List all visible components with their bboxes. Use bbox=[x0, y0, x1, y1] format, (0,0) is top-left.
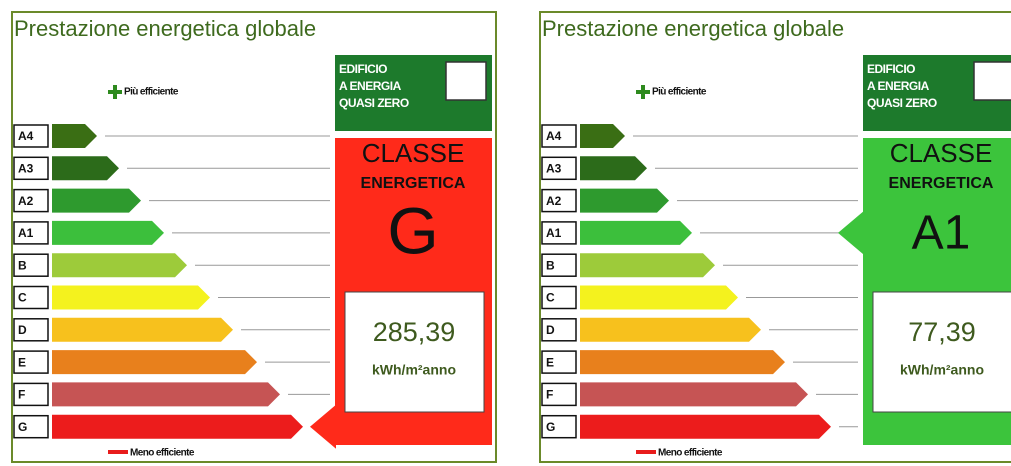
class-arrow bbox=[580, 350, 785, 375]
class-arrow bbox=[52, 414, 303, 439]
class-arrow bbox=[580, 188, 669, 213]
class-label: D bbox=[18, 323, 27, 337]
panel-title: Prestazione energetica globale bbox=[14, 16, 316, 41]
bottom-dash bbox=[108, 450, 128, 454]
energy-value: 285,39 bbox=[373, 317, 456, 347]
class-indicator bbox=[838, 210, 864, 255]
class-label-box bbox=[13, 156, 49, 181]
class-arrow bbox=[52, 317, 233, 342]
class-label-box bbox=[13, 350, 49, 374]
class-label-box bbox=[13, 285, 49, 310]
energy-unit: kWh/m²anno bbox=[372, 362, 456, 378]
class-label: A4 bbox=[546, 129, 562, 143]
class-label: E bbox=[18, 355, 26, 369]
class-heading: CLASSE bbox=[890, 138, 993, 168]
nzeb-text: A ENERGIA bbox=[339, 79, 402, 93]
class-label: A1 bbox=[546, 226, 562, 240]
nzeb-text: QUASI ZERO bbox=[339, 96, 409, 110]
class-label: F bbox=[18, 388, 25, 402]
energy-value: 77,39 bbox=[908, 317, 976, 347]
class-arrow bbox=[52, 156, 119, 181]
nzeb-checkbox bbox=[973, 61, 1011, 101]
top-label: Più efficiente bbox=[124, 87, 179, 98]
energy-unit: kWh/m²anno bbox=[900, 362, 984, 378]
class-heading: ENERGETICA bbox=[889, 175, 994, 192]
class-arrow bbox=[52, 285, 210, 310]
class-label: F bbox=[546, 388, 553, 402]
class-value: G bbox=[387, 193, 438, 267]
class-label-box bbox=[13, 221, 49, 245]
class-label-box bbox=[541, 221, 577, 245]
class-arrow bbox=[52, 124, 97, 148]
class-arrow bbox=[580, 220, 692, 245]
class-label: D bbox=[546, 323, 555, 337]
class-label-box bbox=[541, 350, 577, 374]
class-arrow bbox=[580, 156, 647, 181]
bottom-dash bbox=[636, 450, 656, 454]
class-label: E bbox=[546, 355, 554, 369]
class-label: A2 bbox=[546, 194, 562, 208]
class-arrow bbox=[580, 382, 808, 407]
class-label-box bbox=[541, 188, 577, 213]
class-label: A3 bbox=[18, 161, 34, 175]
nzeb-checkbox bbox=[445, 61, 487, 101]
class-label: C bbox=[546, 291, 555, 305]
class-arrow bbox=[580, 317, 761, 342]
class-value: A1 bbox=[912, 207, 971, 260]
class-label-box bbox=[13, 124, 49, 148]
class-label: A4 bbox=[18, 129, 34, 143]
nzeb-text: A ENERGIA bbox=[867, 79, 930, 93]
class-label-box bbox=[13, 414, 49, 439]
class-arrow bbox=[580, 253, 715, 278]
nzeb-text: EDIFICIO bbox=[339, 62, 387, 76]
bottom-label: Meno efficiente bbox=[130, 448, 195, 459]
class-label: G bbox=[546, 420, 555, 434]
energy-label: Prestazione energetica globale EDIFICIO A … bbox=[11, 11, 497, 463]
class-label: C bbox=[18, 291, 27, 305]
class-label: G bbox=[18, 420, 27, 434]
bottom-label: Meno efficiente bbox=[658, 448, 723, 459]
class-label-box bbox=[541, 318, 577, 342]
class-arrow bbox=[52, 253, 187, 278]
value-box bbox=[344, 291, 485, 413]
class-label-box bbox=[541, 382, 577, 407]
class-heading: CLASSE bbox=[362, 138, 465, 168]
class-label: A2 bbox=[18, 194, 34, 208]
class-label-box bbox=[13, 382, 49, 407]
energy-label: Prestazione energetica globale EDIFICIO A … bbox=[539, 11, 1011, 463]
class-label-box bbox=[541, 253, 577, 277]
class-arrow bbox=[580, 285, 738, 310]
class-arrow bbox=[580, 414, 831, 439]
nzeb-text: EDIFICIO bbox=[867, 62, 915, 76]
class-label-box bbox=[541, 285, 577, 310]
class-arrow bbox=[52, 382, 280, 407]
class-label-box bbox=[13, 188, 49, 213]
top-label: Più efficiente bbox=[652, 87, 707, 98]
class-label-box bbox=[541, 414, 577, 439]
class-arrow bbox=[52, 350, 257, 375]
class-label-box bbox=[13, 253, 49, 277]
class-label: A3 bbox=[546, 161, 562, 175]
class-label-box bbox=[541, 124, 577, 148]
panel-title: Prestazione energetica globale bbox=[542, 16, 844, 41]
class-label: A1 bbox=[18, 226, 34, 240]
class-label: B bbox=[18, 258, 27, 272]
value-box bbox=[872, 291, 1011, 413]
plus-icon bbox=[108, 85, 122, 99]
plus-icon bbox=[636, 85, 650, 99]
class-arrow bbox=[52, 220, 164, 245]
class-label-box bbox=[541, 156, 577, 181]
nzeb-text: QUASI ZERO bbox=[867, 96, 937, 110]
class-label-box bbox=[13, 318, 49, 342]
class-arrow bbox=[52, 188, 141, 213]
class-arrow bbox=[580, 124, 625, 148]
class-indicator bbox=[310, 404, 336, 449]
class-heading: ENERGETICA bbox=[361, 175, 466, 192]
class-label: B bbox=[546, 258, 555, 272]
